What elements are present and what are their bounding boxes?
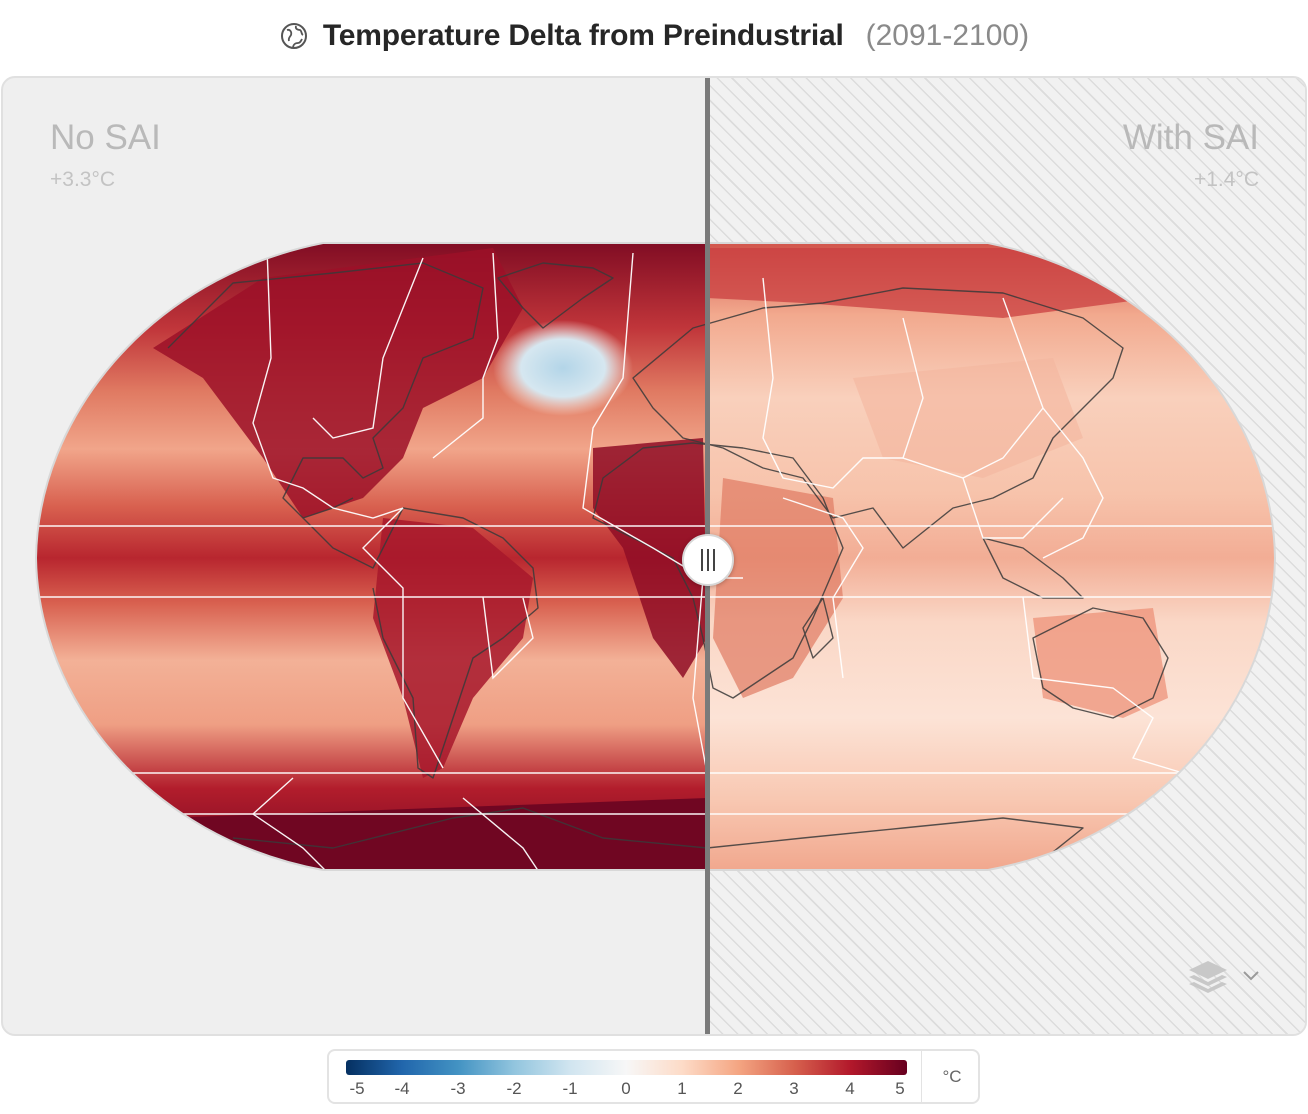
globe-icon [280, 23, 307, 49]
legend-tick: -4 [394, 1079, 410, 1098]
legend-tick: 0 [621, 1079, 631, 1098]
legend-tick: -1 [562, 1079, 578, 1098]
map-comparison-panel: No SAI +3.3°C With SAI +1.4°C [1, 76, 1307, 1036]
scenario-value-no-sai: +3.3°C [50, 168, 116, 191]
year-range: (2091-2100) [865, 19, 1030, 52]
legend-separator [921, 1051, 922, 1102]
scenario-label-no-sai: No SAI [50, 118, 161, 157]
color-scale-bar [346, 1060, 907, 1075]
drag-handle-icon [701, 549, 703, 571]
legend-tick: -3 [450, 1079, 466, 1098]
legend-tick: 4 [845, 1079, 855, 1098]
chevron-down-icon [1243, 971, 1259, 981]
legend-tick: -5 [349, 1079, 365, 1098]
comparison-slider-handle[interactable] [682, 534, 734, 586]
page-title: Temperature Delta from Preindustrial [322, 19, 844, 52]
map-layers-button[interactable] [1186, 958, 1266, 998]
legend-unit: °C [942, 1067, 962, 1086]
legend-tick: 3 [789, 1079, 799, 1098]
legend-tick: -2 [506, 1079, 522, 1098]
scenario-label-with-sai: With SAI [1122, 118, 1259, 157]
header: Temperature Delta from Preindustrial (20… [0, 14, 1308, 58]
legend-tick: 2 [733, 1079, 743, 1098]
scenario-value-with-sai: +1.4°C [1193, 168, 1259, 191]
legend-tick: 1 [677, 1079, 687, 1098]
color-legend: -5 -4 -3 -2 -1 0 1 2 3 4 5 °C [327, 1049, 980, 1104]
legend-tick: 5 [895, 1079, 905, 1098]
world-map [34, 242, 1277, 871]
layers-icon [1189, 961, 1227, 993]
